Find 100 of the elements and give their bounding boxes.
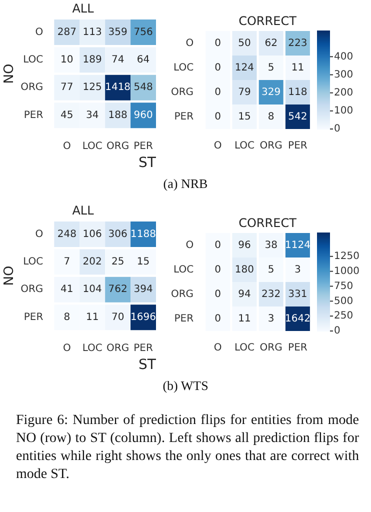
data-label: 70 (111, 312, 124, 323)
text: (b) WTS (162, 378, 210, 394)
y-tick-label: LOC (173, 62, 194, 74)
x-tick-label: ORG (260, 342, 282, 354)
y-axis-title: NO (2, 266, 18, 286)
data-label: 106 (82, 228, 102, 240)
data-label: 113 (82, 26, 102, 38)
data-label: 0 (214, 86, 222, 98)
data-label: 0 (214, 111, 222, 122)
data-label: 94 (238, 288, 251, 300)
y-tick-label: PER (174, 111, 194, 122)
y-axis-title: NO (2, 64, 18, 84)
data-label: 180 (234, 264, 254, 276)
y-tick-label: O (186, 38, 194, 49)
chart-title: ALL (72, 1, 94, 16)
x-tick-label: O (214, 140, 222, 152)
data-label: 34 (86, 110, 99, 121)
data-label: 202 (82, 256, 102, 268)
data-label: 1188 (130, 228, 156, 240)
data-label: 8 (64, 312, 70, 323)
data-label: 124 (234, 62, 254, 74)
text: (a) NRB (162, 176, 209, 192)
data-label: 96 (238, 240, 251, 251)
x-tick-label: ORG (260, 140, 282, 152)
data-label: 15 (238, 111, 251, 122)
data-label: 5 (268, 264, 274, 276)
y-tick-label: ORG (170, 288, 194, 300)
color-bar-label: 500 (334, 296, 354, 307)
data-label: 960 (134, 110, 153, 121)
data-label: 1124 (284, 240, 310, 251)
data-label: 0 (214, 38, 222, 49)
data-label: 0 (214, 313, 222, 324)
color-bar-label: 750 (334, 280, 354, 292)
data-label: 331 (288, 288, 308, 300)
data-label: 11 (86, 312, 99, 323)
data-label: 25 (111, 256, 124, 268)
data-label: 10 (60, 54, 74, 66)
data-label: 41 (60, 284, 74, 296)
data-label: 762 (108, 284, 128, 296)
data-label: 45 (60, 110, 74, 121)
data-label: 64 (136, 54, 150, 66)
x-axis-title: ST (138, 155, 156, 172)
color-bar-label: 1250 (334, 250, 360, 262)
data-label: 7 (64, 256, 70, 268)
data-label: 223 (288, 38, 308, 49)
color-bar-label: 0 (334, 124, 340, 135)
data-label: 15 (136, 256, 150, 268)
x-tick-label: O (214, 342, 222, 354)
x-tick-label: PER (134, 342, 153, 354)
x-axis-title: ST (138, 357, 156, 374)
data-label: 329 (262, 86, 281, 98)
y-tick-label: LOC (23, 54, 44, 66)
x-tick-label: ORG (106, 342, 130, 354)
data-label: 756 (134, 26, 153, 38)
x-tick-label: O (62, 140, 71, 152)
data-label: 542 (288, 111, 308, 122)
x-tick-label: LOC (82, 342, 102, 354)
data-label: 125 (82, 82, 102, 94)
color-bar-label: 400 (334, 51, 354, 62)
y-tick-label: O (186, 240, 194, 251)
y-tick-label: ORG (170, 86, 194, 98)
x-tick-label: O (62, 342, 71, 354)
y-tick-label: O (35, 228, 44, 240)
x-tick-label: LOC (234, 140, 255, 152)
data-label: 394 (134, 284, 153, 296)
data-label: 0 (214, 264, 222, 276)
data-label: 0 (214, 288, 222, 300)
data-label: 8 (268, 111, 274, 122)
x-tick-label: PER (288, 342, 308, 354)
data-label: 359 (108, 26, 128, 38)
data-label: 188 (108, 110, 128, 121)
x-tick-label: PER (288, 140, 308, 152)
y-tick-label: PER (24, 110, 44, 121)
y-tick-label: PER (24, 312, 44, 323)
y-tick-label: O (35, 26, 44, 38)
data-label: 5 (268, 62, 274, 74)
y-tick-label: PER (174, 313, 194, 324)
data-label: 38 (264, 240, 278, 251)
data-label: 0 (214, 62, 222, 74)
data-label: 118 (288, 86, 308, 98)
data-label: 77 (60, 82, 74, 94)
data-label: 0 (214, 240, 222, 251)
data-label: 11 (291, 62, 304, 74)
data-label: 189 (82, 54, 102, 66)
chart-title: ALL (72, 203, 94, 218)
data-label: 3 (294, 264, 301, 276)
data-label: 1418 (105, 82, 131, 94)
color-bar-label: 300 (334, 69, 354, 80)
data-label: 3 (268, 313, 274, 324)
data-label: 287 (57, 26, 76, 38)
color-bar-label: 1000 (334, 266, 360, 277)
data-label: 11 (238, 313, 251, 324)
x-tick-label: LOC (82, 140, 102, 152)
caption: Figure 6: Number of prediction flips for entities from mode NO (row) to ST (column). Left shows all prediction flips for entities while right shows the only ones that are correct with mode ST. (16, 412, 359, 484)
color-bar-label: 100 (334, 106, 354, 117)
data-label: 74 (111, 54, 124, 66)
y-tick-label: ORG (20, 284, 44, 296)
data-label: 1696 (130, 312, 156, 323)
data-label: 62 (264, 38, 278, 49)
color-bar-label: 0 (334, 326, 340, 337)
